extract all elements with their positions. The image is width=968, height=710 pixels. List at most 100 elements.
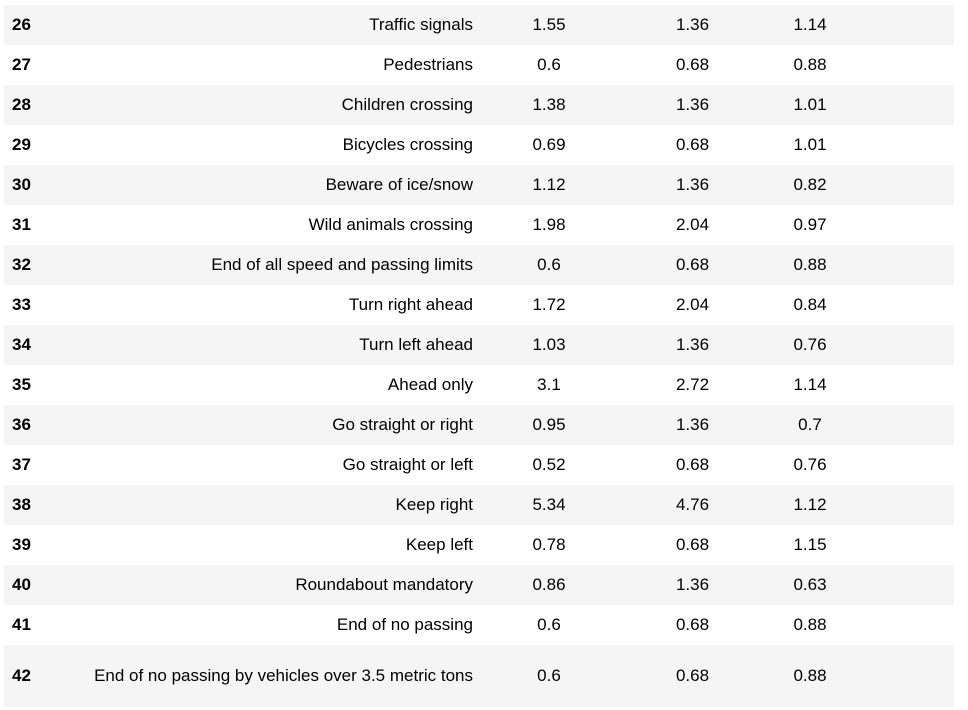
row-index: 26 [12, 15, 31, 34]
table-row: 33 Turn right ahead 1.72 2.04 0.84 [4, 285, 954, 325]
row-name: Traffic signals [369, 15, 473, 34]
row-value-3: 0.88 [793, 55, 827, 74]
row-value-3: 1.01 [793, 135, 827, 154]
row-name: Go straight or right [332, 415, 473, 434]
table-row: 39 Keep left 0.78 0.68 1.15 [4, 525, 954, 565]
row-value-1: 0.6 [537, 255, 561, 274]
row-value-3: 0.63 [793, 575, 827, 594]
row-index: 32 [12, 255, 31, 274]
table-row: 37 Go straight or left 0.52 0.68 0.76 [4, 445, 954, 485]
data-table: 26 Traffic signals 1.55 1.36 1.14 27 Ped… [4, 5, 954, 707]
table-body: 26 Traffic signals 1.55 1.36 1.14 27 Ped… [4, 5, 954, 707]
row-name: End of all speed and passing limits [211, 255, 473, 274]
table-row: 36 Go straight or right 0.95 1.36 0.7 [4, 405, 954, 445]
row-name: Turn left ahead [359, 335, 473, 354]
row-index: 31 [12, 215, 31, 234]
row-index: 34 [12, 335, 31, 354]
row-name: Go straight or left [342, 455, 473, 474]
row-name: Keep left [405, 535, 473, 554]
table-row: 28 Children crossing 1.38 1.36 1.01 [4, 85, 954, 125]
row-value-1: 1.03 [532, 335, 566, 354]
row-value-2: 4.76 [675, 495, 710, 514]
row-index: 30 [12, 175, 31, 194]
row-value-2: 0.68 [675, 666, 710, 685]
table-row: 26 Traffic signals 1.55 1.36 1.14 [4, 5, 954, 45]
row-name: Wild animals crossing [308, 215, 473, 234]
row-value-2: 1.36 [675, 175, 710, 194]
row-value-3: 0.97 [793, 215, 827, 234]
table-row: 38 Keep right 5.34 4.76 1.12 [4, 485, 954, 525]
row-index: 40 [12, 575, 31, 594]
row-value-3: 0.84 [793, 295, 827, 314]
row-value-2: 0.68 [675, 135, 710, 154]
row-name: Keep right [395, 495, 474, 514]
row-value-1: 0.86 [532, 575, 566, 594]
row-value-1: 1.72 [532, 295, 566, 314]
row-value-3: 0.76 [793, 455, 827, 474]
row-value-2: 1.36 [675, 95, 710, 114]
row-name: Pedestrians [383, 55, 473, 74]
row-value-3: 1.14 [793, 15, 827, 34]
row-name: Ahead only [387, 375, 473, 394]
row-value-3: 1.15 [793, 535, 827, 554]
table-row: 29 Bicycles crossing 0.69 0.68 1.01 [4, 125, 954, 165]
row-value-1: 0.95 [532, 415, 566, 434]
row-value-3: 1.14 [793, 375, 827, 394]
row-value-3: 0.7 [798, 415, 822, 434]
row-value-1: 1.38 [532, 95, 566, 114]
row-value-1: 0.52 [532, 455, 566, 474]
row-value-2: 0.68 [675, 535, 710, 554]
row-index: 33 [12, 295, 31, 314]
row-value-2: 0.68 [675, 455, 710, 474]
row-index: 41 [12, 615, 31, 634]
table-row: 40 Roundabout mandatory 0.86 1.36 0.63 [4, 565, 954, 605]
row-index: 38 [12, 495, 31, 514]
table-row: 42 End of no passing by vehicles over 3.… [4, 645, 954, 707]
row-value-2: 2.04 [675, 215, 710, 234]
row-value-1: 1.12 [532, 175, 566, 194]
table-row: 31 Wild animals crossing 1.98 2.04 0.97 [4, 205, 954, 245]
row-value-3: 0.82 [793, 175, 827, 194]
row-index: 27 [12, 55, 31, 74]
row-value-1: 0.6 [537, 55, 561, 74]
row-index: 35 [12, 375, 31, 394]
row-value-1: 0.69 [532, 135, 566, 154]
row-value-2: 1.36 [675, 335, 710, 354]
row-name: Beware of ice/snow [325, 175, 473, 194]
row-value-2: 0.68 [675, 615, 710, 634]
table-row: 35 Ahead only 3.1 2.72 1.14 [4, 365, 954, 405]
row-value-1: 1.98 [532, 215, 566, 234]
row-value-3: 0.76 [793, 335, 827, 354]
table-row: 32 End of all speed and passing limits 0… [4, 245, 954, 285]
row-value-2: 0.68 [675, 55, 710, 74]
row-value-1: 5.34 [532, 495, 566, 514]
table-row: 34 Turn left ahead 1.03 1.36 0.76 [4, 325, 954, 365]
row-index: 28 [12, 95, 31, 114]
row-value-2: 1.36 [675, 15, 710, 34]
row-value-2: 1.36 [675, 415, 710, 434]
row-value-1: 0.6 [537, 615, 561, 634]
row-value-3: 1.01 [793, 95, 827, 114]
row-index: 42 [12, 666, 31, 685]
row-value-3: 0.88 [793, 255, 827, 274]
row-index: 37 [12, 455, 31, 474]
row-value-3: 1.12 [793, 495, 827, 514]
row-name: End of no passing [336, 615, 473, 634]
row-name: Bicycles crossing [342, 135, 473, 154]
table-row: 30 Beware of ice/snow 1.12 1.36 0.82 [4, 165, 954, 205]
row-value-2: 1.36 [675, 575, 710, 594]
table-row: 41 End of no passing 0.6 0.68 0.88 [4, 605, 954, 645]
row-value-2: 0.68 [675, 255, 710, 274]
row-value-1: 3.1 [537, 375, 561, 394]
row-value-2: 2.72 [675, 375, 710, 394]
row-name: End of no passing by vehicles over 3.5 m… [94, 666, 473, 685]
row-index: 29 [12, 135, 31, 154]
row-index: 36 [12, 415, 31, 434]
row-value-1: 0.6 [537, 666, 561, 685]
row-value-1: 0.78 [532, 535, 566, 554]
row-name: Turn right ahead [348, 295, 473, 314]
row-name: Children crossing [341, 95, 473, 114]
row-value-3: 0.88 [793, 666, 827, 685]
row-value-2: 2.04 [675, 295, 710, 314]
row-value-3: 0.88 [793, 615, 827, 634]
